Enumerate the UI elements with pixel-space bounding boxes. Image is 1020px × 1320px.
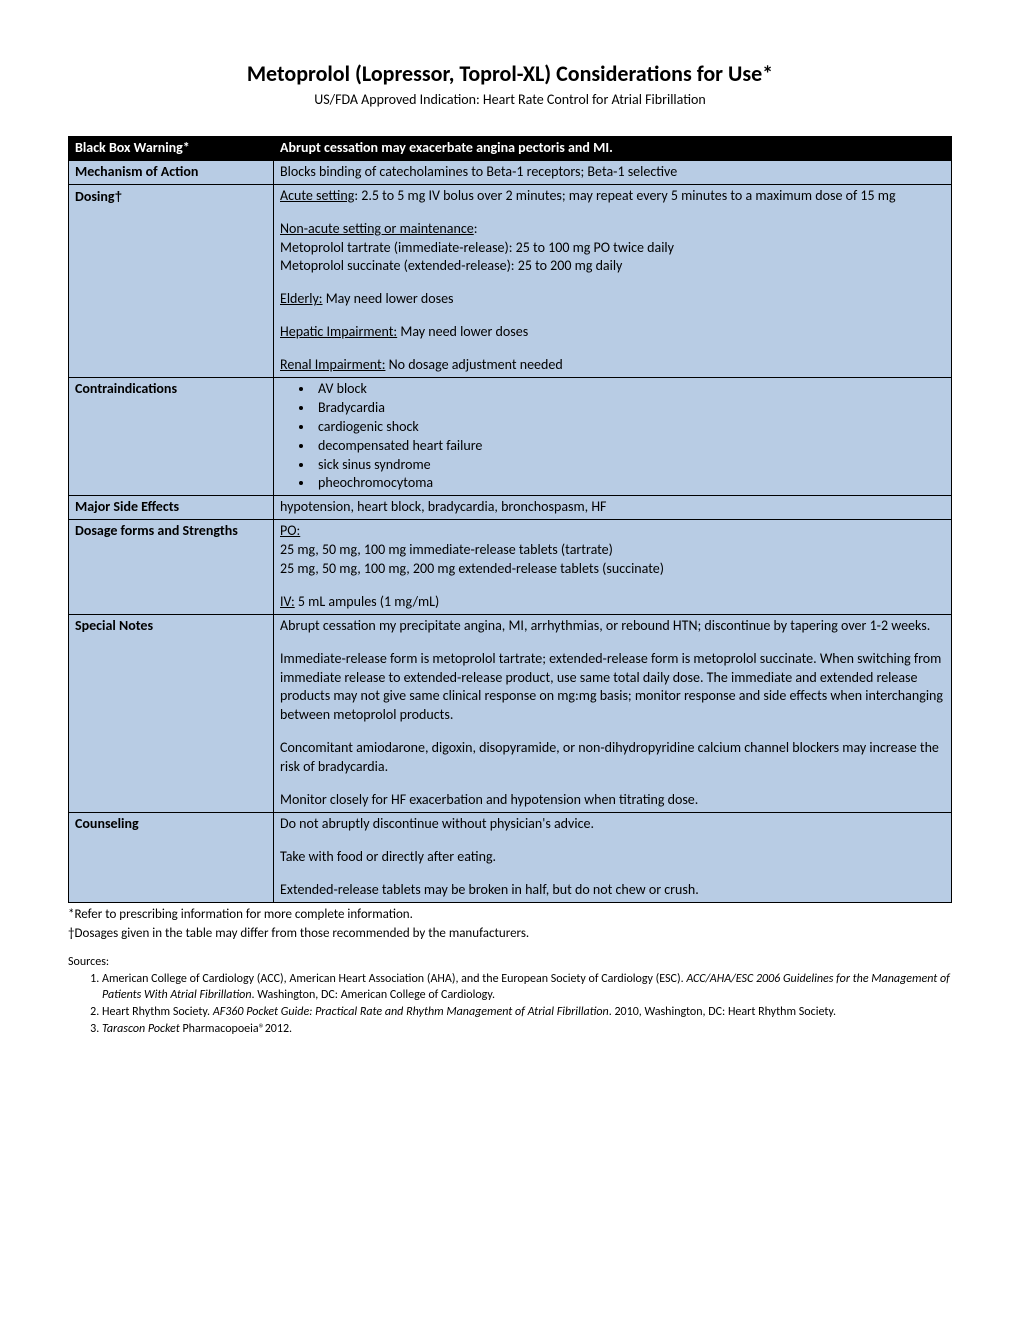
dosing-elderly: Elderly: May need lower doses [280,290,945,309]
forms-row: Dosage forms and Strengths PO: 25 mg, 50… [69,520,952,615]
elderly-head: Elderly: [280,290,323,307]
list-item: sick sinus syndrome [314,456,945,475]
contra-row: Contraindications AV block Bradycardia c… [69,378,952,496]
mechanism-label: Mechanism of Action [69,160,274,184]
forms-iv: IV: 5 mL ampules (1 mg/mL) [280,593,945,612]
hepatic-text: May need lower doses [397,323,528,340]
dosing-nonacute: Non-acute setting or maintenance: Metopr… [280,220,945,277]
sources-list: American College of Cardiology (ACC), Am… [68,971,952,1038]
elderly-text: May need lower doses [323,290,454,307]
sources-label: Sources: [68,955,952,969]
blackbox-label: Black Box Warning* [69,137,274,161]
tartrate-text: Metoprolol tartrate (immediate-release):… [280,239,674,256]
dosing-acute: Acute setting: 2.5 to 5 mg IV bolus over… [280,187,945,206]
list-item: AV block [314,380,945,399]
acute-head: Acute setting [280,187,354,204]
po-line1: 25 mg, 50 mg, 100 mg immediate-release t… [280,541,613,558]
hepatic-head: Hepatic Impairment: [280,323,397,340]
po-line2: 25 mg, 50 mg, 100 mg, 200 mg extended-re… [280,560,664,577]
counseling-label: Counseling [69,812,274,902]
source-text: . 2010, Washington, DC: Heart Rhythm Soc… [609,1005,836,1019]
dosing-row: Dosing† Acute setting: 2.5 to 5 mg IV bo… [69,184,952,377]
mechanism-text: Blocks binding of catecholamines to Beta… [274,160,952,184]
acute-text: : 2.5 to 5 mg IV bolus over 2 minutes; m… [354,187,895,204]
iv-text: 5 mL ampules (1 mg/mL) [295,593,440,610]
blackbox-text: Abrupt cessation may exacerbate angina p… [274,137,952,161]
dagger-symbol: † [115,188,123,204]
nonacute-head: Non-acute setting or maintenance [280,220,474,237]
notes-p2: Immediate-release form is metoprolol tar… [280,650,945,726]
iv-head: IV: [280,593,295,610]
drug-info-table: Black Box Warning* Abrupt cessation may … [68,136,952,903]
contra-content: AV block Bradycardia cardiogenic shock d… [274,378,952,496]
footnote-2: †Dosages given in the table may differ f… [68,926,952,941]
blackbox-row: Black Box Warning* Abrupt cessation may … [69,137,952,161]
contra-label: Contraindications [69,378,274,496]
sideeffects-label: Major Side Effects [69,496,274,520]
dosing-label: Dosing† [69,184,274,377]
page-title: Metoprolol (Lopressor, Toprol-XL) Consid… [68,60,952,87]
list-item: cardiogenic shock [314,418,945,437]
dosing-renal: Renal Impairment: No dosage adjustment n… [280,356,945,375]
counseling-p1: Do not abruptly discontinue without phys… [280,815,945,834]
renal-text: No dosage adjustment needed [385,356,562,373]
succinate-text: Metoprolol succinate (extended-release):… [280,257,622,274]
dosing-label-text: Dosing [75,188,115,205]
dosing-hepatic: Hepatic Impairment: May need lower doses [280,323,945,342]
source-item: Tarascon Pocket Pharmacopoeia®2012. [102,1021,952,1037]
counseling-row: Counseling Do not abruptly discontinue w… [69,812,952,902]
notes-label: Special Notes [69,614,274,812]
dosing-content: Acute setting: 2.5 to 5 mg IV bolus over… [274,184,952,377]
counseling-p3: Extended-release tablets may be broken i… [280,881,945,900]
page-subtitle: US/FDA Approved Indication: Heart Rate C… [68,91,952,108]
sideeffects-row: Major Side Effects hypotension, heart bl… [69,496,952,520]
po-head: PO: [280,522,300,539]
counseling-content: Do not abruptly discontinue without phys… [274,812,952,902]
contra-list: AV block Bradycardia cardiogenic shock d… [280,380,945,493]
source-text: Pharmacopoeia®2012. [182,1022,292,1036]
source-item: American College of Cardiology (ACC), Am… [102,971,952,1003]
list-item: Bradycardia [314,399,945,418]
forms-po: PO: 25 mg, 50 mg, 100 mg immediate-relea… [280,522,945,579]
footnote-1: *Refer to prescribing information for mo… [68,907,952,922]
source-text: American College of Cardiology (ACC), Am… [102,972,686,986]
notes-p4: Monitor closely for HF exacerbation and … [280,791,945,810]
renal-head: Renal Impairment: [280,356,385,373]
mechanism-row: Mechanism of Action Blocks binding of ca… [69,160,952,184]
counseling-p2: Take with food or directly after eating. [280,848,945,867]
notes-p3: Concomitant amiodarone, digoxin, disopyr… [280,739,945,777]
source-title: AF360 Pocket Guide: Practical Rate and R… [213,1005,609,1019]
forms-content: PO: 25 mg, 50 mg, 100 mg immediate-relea… [274,520,952,615]
notes-row: Special Notes Abrupt cessation my precip… [69,614,952,812]
source-title: Tarascon Pocket [102,1022,182,1036]
notes-p1: Abrupt cessation my precipitate angina, … [280,617,945,636]
source-text: Heart Rhythm Society. [102,1005,213,1019]
source-item: Heart Rhythm Society. AF360 Pocket Guide… [102,1004,952,1020]
notes-content: Abrupt cessation my precipitate angina, … [274,614,952,812]
source-text: . Washington, DC: American College of Ca… [252,988,496,1002]
list-item: pheochromocytoma [314,474,945,493]
sideeffects-text: hypotension, heart block, bradycardia, b… [274,496,952,520]
forms-label: Dosage forms and Strengths [69,520,274,615]
list-item: decompensated heart failure [314,437,945,456]
